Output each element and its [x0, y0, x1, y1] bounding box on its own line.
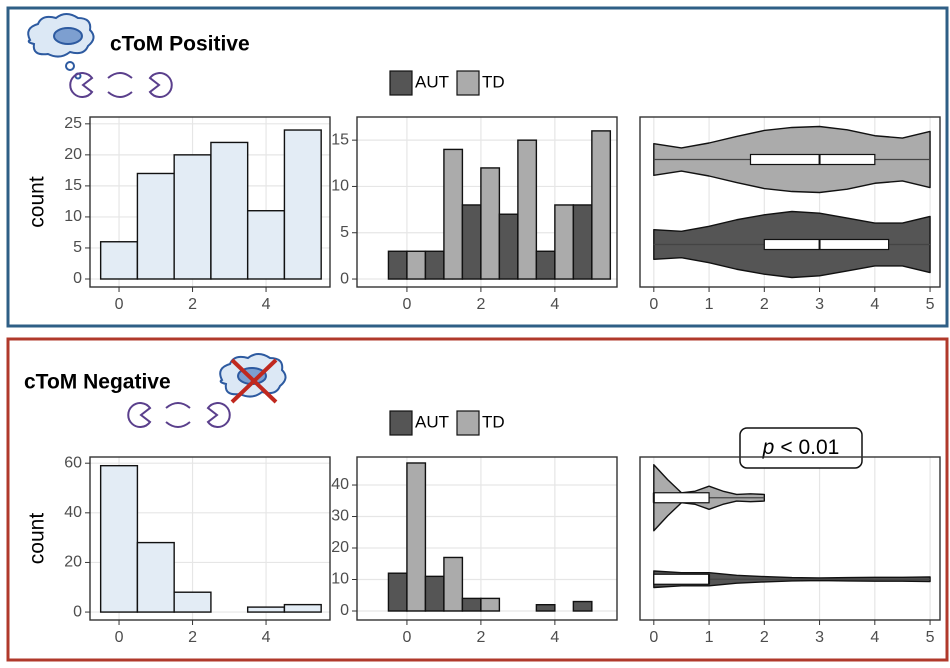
- legend-swatch: [390, 71, 412, 95]
- y-tick-label: 0: [73, 270, 82, 287]
- bar: [248, 607, 285, 612]
- x-tick-label: 0: [649, 629, 658, 646]
- legend-swatch: [457, 411, 479, 435]
- y-tick-label: 0: [340, 270, 349, 287]
- y-axis-label: count: [26, 176, 49, 228]
- x-tick-label: 4: [870, 296, 879, 313]
- x-tick-label: 0: [115, 629, 124, 646]
- bar: [462, 598, 480, 611]
- y-tick-label: 20: [64, 554, 82, 571]
- x-tick-label: 0: [402, 296, 411, 313]
- legend-swatch: [390, 411, 412, 435]
- bar: [425, 251, 443, 279]
- y-tick-label: 5: [340, 224, 349, 241]
- x-tick-label: 0: [649, 296, 658, 313]
- x-tick-label: 2: [188, 629, 197, 646]
- plot-background: [640, 457, 940, 620]
- y-tick-label: 30: [331, 508, 349, 525]
- bar: [536, 605, 554, 611]
- annotation-text: < 0.01: [780, 436, 839, 459]
- bar: [481, 598, 499, 611]
- bar: [499, 214, 517, 279]
- x-tick-label: 2: [476, 296, 485, 313]
- annotation: p< 0.01: [762, 436, 840, 459]
- bar: [174, 155, 211, 279]
- box: [750, 155, 874, 165]
- bar: [137, 173, 174, 279]
- y-tick-label: 10: [331, 571, 349, 588]
- bar: [211, 142, 248, 279]
- x-tick-label: 4: [262, 296, 271, 313]
- bar: [425, 576, 443, 611]
- y-tick-label: 60: [64, 454, 82, 471]
- y-tick-label: 20: [331, 539, 349, 556]
- x-tick-label: 2: [188, 296, 197, 313]
- annotation-italic: p: [762, 436, 775, 459]
- bar: [101, 242, 138, 279]
- box: [654, 574, 709, 584]
- panel-title: cToM Positive: [110, 33, 250, 56]
- bar: [518, 140, 536, 279]
- bar: [174, 592, 211, 612]
- y-tick-label: 5: [73, 239, 82, 256]
- bar: [388, 573, 406, 611]
- bar: [462, 205, 480, 279]
- bar: [284, 130, 321, 279]
- legend-label: TD: [482, 412, 505, 431]
- x-tick-label: 3: [815, 296, 824, 313]
- x-tick-label: 2: [760, 296, 769, 313]
- x-tick-label: 4: [550, 629, 559, 646]
- bar: [407, 251, 425, 279]
- x-tick-label: 4: [870, 629, 879, 646]
- bar: [407, 463, 425, 611]
- y-tick-label: 40: [331, 476, 349, 493]
- x-tick-label: 2: [476, 629, 485, 646]
- box: [764, 240, 888, 250]
- y-tick-label: 15: [331, 131, 349, 148]
- y-tick-label: 20: [64, 146, 82, 163]
- box: [654, 493, 709, 503]
- legend-label: AUT: [415, 412, 449, 431]
- bar: [388, 251, 406, 279]
- x-tick-label: 0: [115, 296, 124, 313]
- bar: [573, 205, 591, 279]
- bar: [444, 557, 462, 611]
- legend-swatch: [457, 71, 479, 95]
- bar: [101, 466, 138, 612]
- x-tick-label: 5: [926, 629, 935, 646]
- bar: [555, 205, 573, 279]
- panel-title: cToM Negative: [24, 371, 171, 394]
- x-tick-label: 3: [815, 629, 824, 646]
- legend-label: TD: [482, 72, 505, 91]
- bar: [536, 251, 554, 279]
- y-tick-label: 15: [64, 177, 82, 194]
- y-tick-label: 25: [64, 115, 82, 132]
- y-tick-label: 10: [64, 208, 82, 225]
- figure: cToM Positive cToM Negative 024051015202…: [0, 0, 950, 663]
- bar: [592, 131, 610, 279]
- x-tick-label: 1: [705, 629, 714, 646]
- y-tick-label: 10: [331, 178, 349, 195]
- bar: [573, 602, 591, 611]
- x-tick-label: 1: [705, 296, 714, 313]
- bar: [248, 211, 285, 279]
- y-tick-label: 0: [73, 603, 82, 620]
- legend-label: AUT: [415, 72, 449, 91]
- x-tick-label: 0: [402, 629, 411, 646]
- bar: [481, 168, 499, 279]
- bar: [444, 149, 462, 279]
- x-tick-label: 4: [262, 629, 271, 646]
- y-axis-label: count: [26, 513, 49, 565]
- x-tick-label: 4: [550, 296, 559, 313]
- y-tick-label: 40: [64, 504, 82, 521]
- y-tick-label: 0: [340, 602, 349, 619]
- x-tick-label: 5: [926, 296, 935, 313]
- x-tick-label: 2: [760, 629, 769, 646]
- bar: [137, 543, 174, 612]
- bar: [284, 605, 321, 612]
